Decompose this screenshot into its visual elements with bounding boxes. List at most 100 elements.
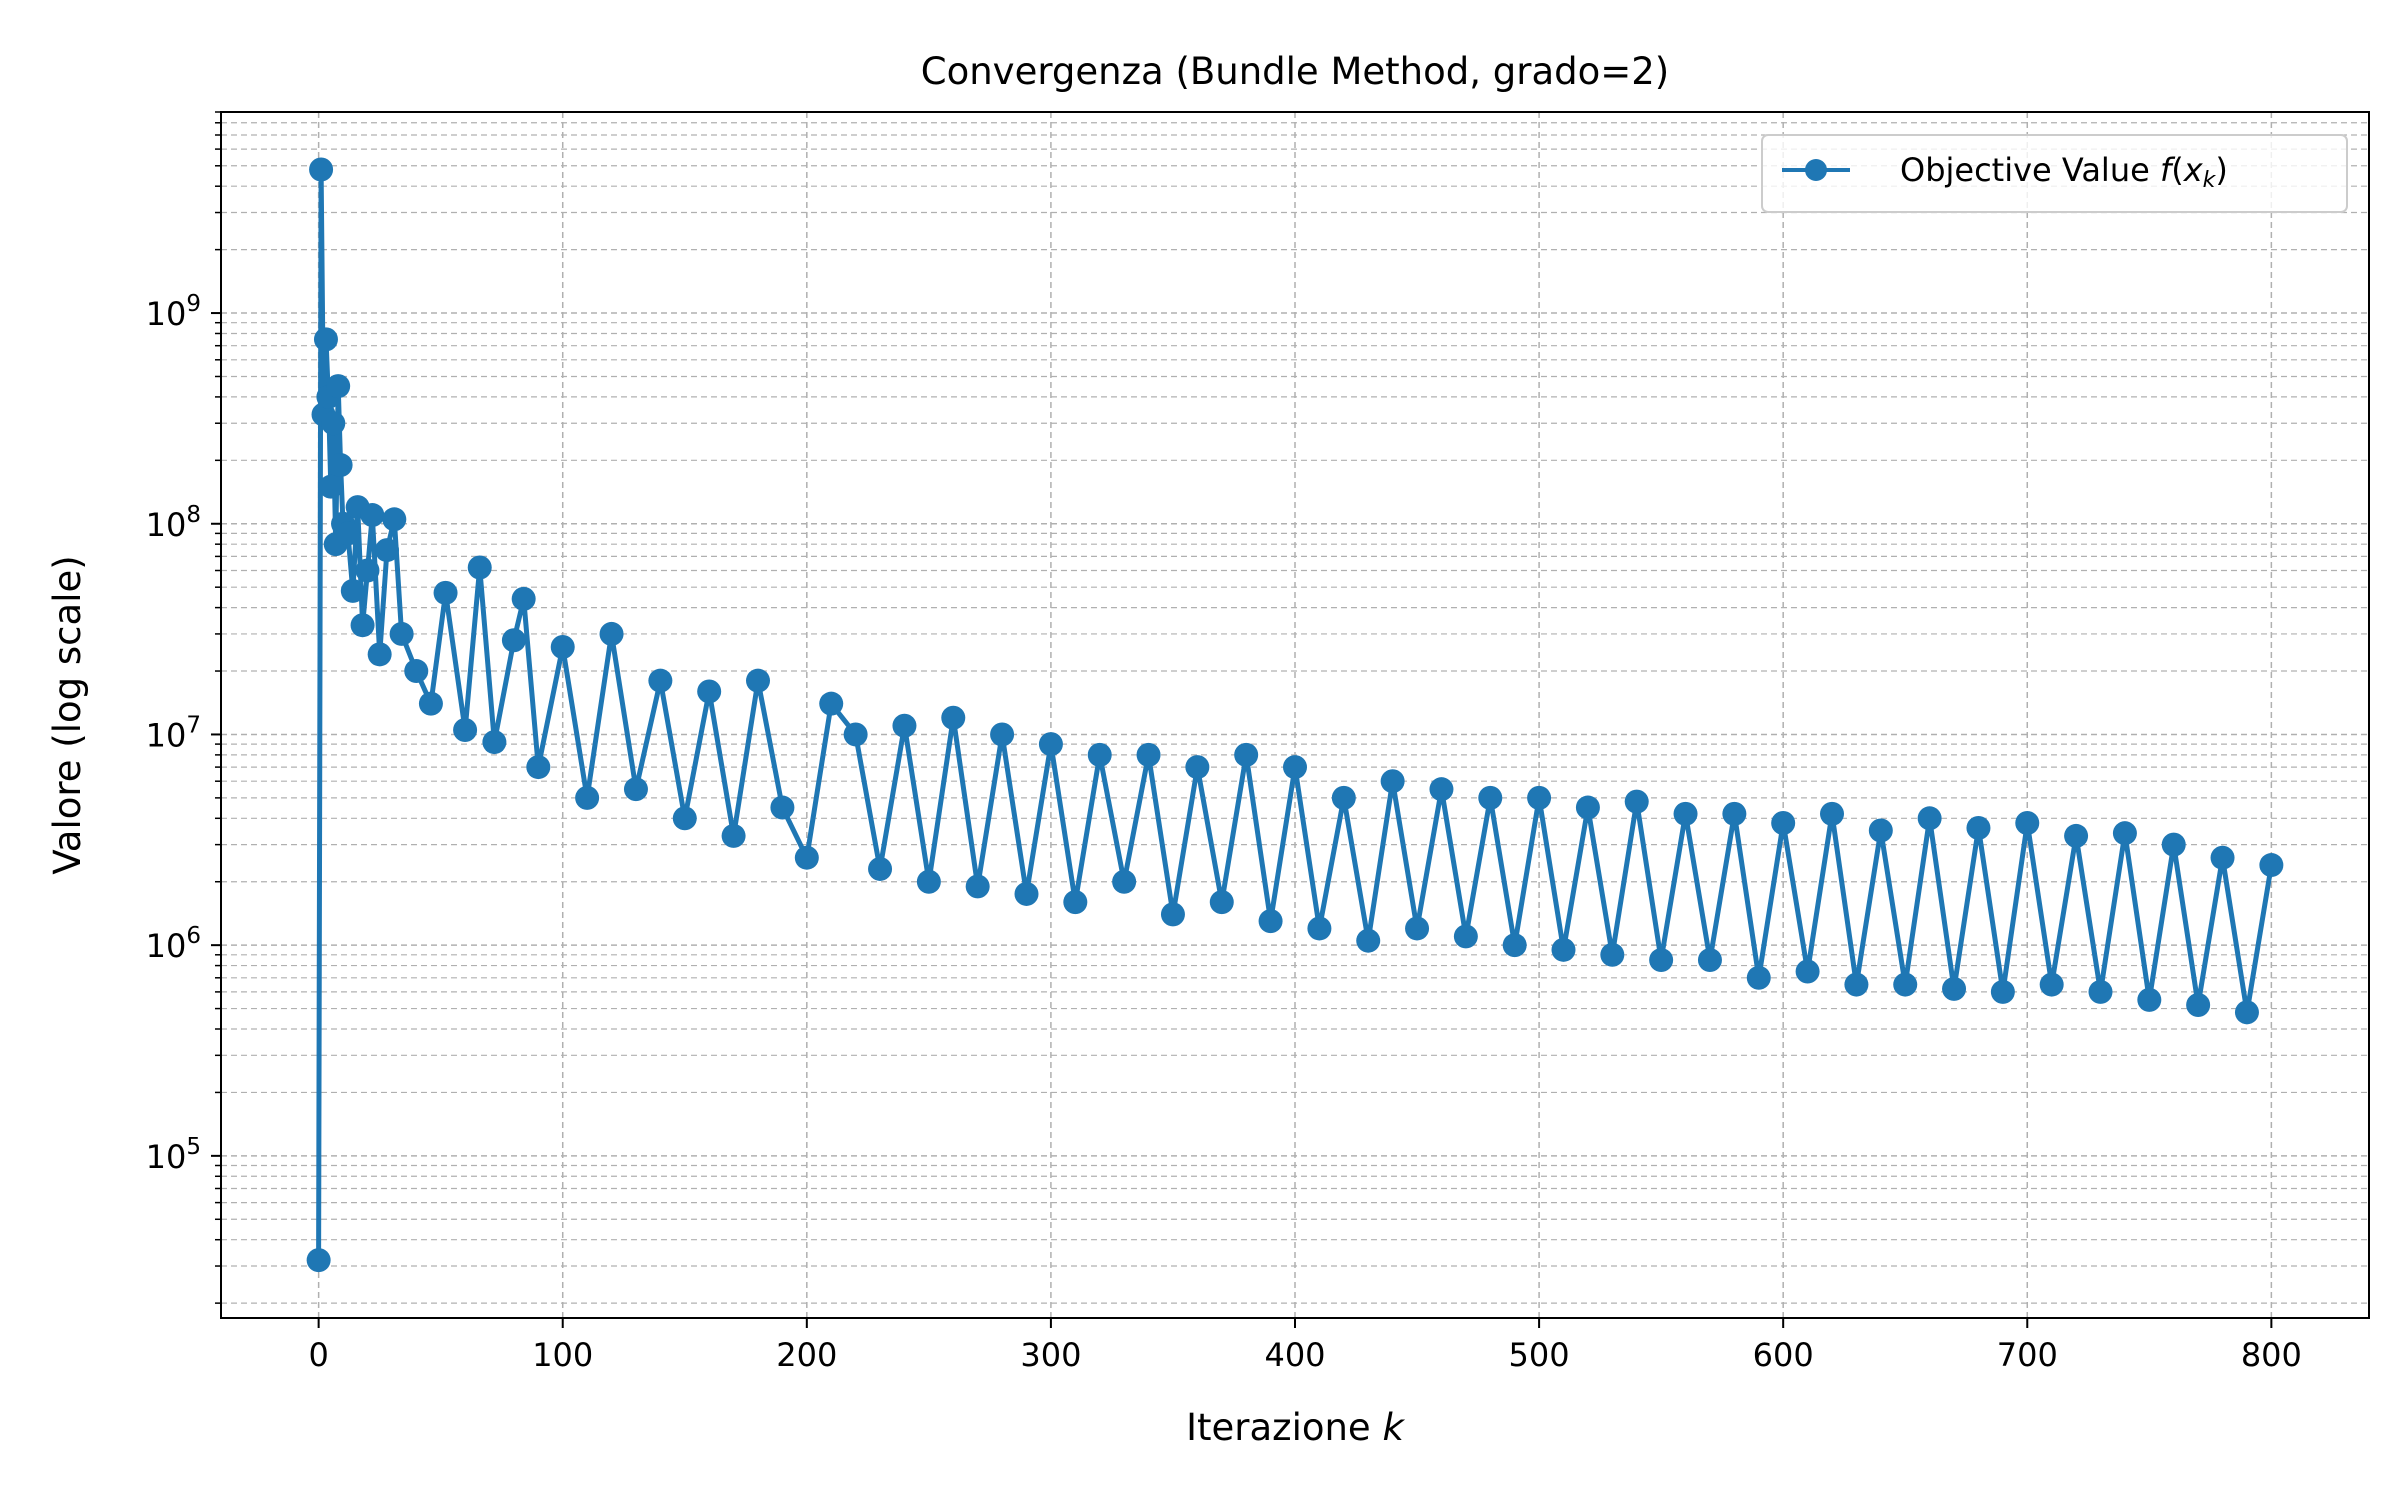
data-point [2137, 987, 2162, 1012]
chart-title: Convergenza (Bundle Method, grado=2) [921, 50, 1669, 93]
data-point [575, 785, 600, 810]
data-point [1014, 881, 1039, 906]
data-point [2186, 992, 2211, 1017]
data-point [1893, 972, 1918, 997]
data-point [1771, 810, 1796, 835]
data-point [1209, 890, 1234, 915]
y-tick-label: 108 [146, 502, 201, 544]
data-point [1405, 916, 1430, 941]
data-point [482, 730, 507, 755]
data-point [2112, 821, 2137, 846]
data-point [770, 795, 795, 820]
data-point [2259, 853, 2284, 878]
data-point [1331, 785, 1356, 810]
data-point [313, 327, 338, 352]
legend-label: Objective Value f(xk) [1900, 151, 2228, 193]
data-point [382, 507, 407, 532]
data-point [1478, 785, 1503, 810]
data-point [350, 613, 375, 638]
data-point [1160, 902, 1185, 927]
data-point [2234, 1000, 2259, 1025]
data-point [990, 722, 1015, 747]
data-point [2161, 832, 2186, 857]
data-point [941, 705, 966, 730]
y-tick-label: 105 [146, 1134, 201, 1176]
data-point [1453, 924, 1478, 949]
data-point [819, 691, 844, 716]
legend: Objective Value f(xk) [1761, 134, 2348, 213]
data-point [843, 722, 868, 747]
x-tick-label: 500 [1509, 1336, 1570, 1374]
x-axis-label-variable: k [1382, 1406, 1405, 1449]
data-point [2039, 972, 2064, 997]
data-point [1917, 806, 1942, 831]
data-point [1307, 916, 1332, 941]
data-point [1380, 769, 1405, 794]
data-point [648, 668, 673, 693]
data-point [1990, 979, 2015, 1004]
data-point [1795, 959, 1820, 984]
data-point [404, 659, 429, 684]
data-point [433, 580, 458, 605]
data-point [511, 586, 536, 611]
data-point [1087, 742, 1112, 767]
data-point [868, 856, 893, 881]
data-point [335, 521, 360, 546]
x-tick-label: 800 [2241, 1336, 2302, 1374]
legend-box [1761, 134, 2348, 213]
data-point [374, 538, 399, 563]
data-point [501, 628, 526, 653]
data-point [1673, 801, 1698, 826]
data-point [1551, 937, 1576, 962]
data-point [1575, 795, 1600, 820]
data-point [1527, 785, 1552, 810]
data-point [1234, 742, 1259, 767]
x-tick-label: 300 [1020, 1336, 1081, 1374]
data-point [599, 621, 624, 646]
data-point [1624, 789, 1649, 814]
y-tick-label: 106 [146, 923, 201, 965]
data-point [1038, 732, 1063, 757]
data-point [1429, 777, 1454, 802]
data-point [1136, 742, 1161, 767]
data-point [326, 374, 351, 399]
data-point [1966, 815, 1991, 840]
x-tick-label: 700 [1997, 1336, 2058, 1374]
data-point [1746, 965, 1771, 990]
data-point [340, 578, 365, 603]
data-point [1942, 976, 1967, 1001]
data-point [2015, 810, 2040, 835]
data-point [1356, 928, 1381, 953]
x-axis-label: Iterazione k [1186, 1406, 1405, 1449]
data-point [623, 777, 648, 802]
x-tick-label: 100 [532, 1336, 593, 1374]
data-point [2210, 845, 2235, 870]
data-point [309, 157, 334, 182]
data-point [360, 503, 385, 528]
data-point [328, 453, 353, 478]
data-point [550, 635, 575, 660]
y-tick-label: 109 [146, 291, 201, 333]
data-point [453, 717, 478, 742]
data-point [1820, 801, 1844, 826]
data-point [1697, 948, 1722, 973]
axis-ticks [211, 111, 2273, 1328]
data-point [321, 411, 346, 436]
data-point [1502, 933, 1527, 958]
data-point [2064, 823, 2089, 848]
data-point [721, 823, 746, 848]
data-point [746, 668, 770, 693]
data-point [467, 555, 492, 580]
x-tick-label: 400 [1264, 1336, 1325, 1374]
data-point [892, 713, 917, 738]
data-point [672, 806, 697, 831]
y-tick-labels: 105 106 107 108 109 [146, 291, 201, 1176]
data-point [367, 642, 392, 667]
x-tick-labels: 0 100 200 300 400 500 600 700 800 [308, 1336, 2301, 1374]
legend-marker-sample [1805, 159, 1827, 181]
x-tick-label: 600 [1753, 1336, 1814, 1374]
data-point [1649, 948, 1674, 973]
data-point [1112, 869, 1137, 894]
